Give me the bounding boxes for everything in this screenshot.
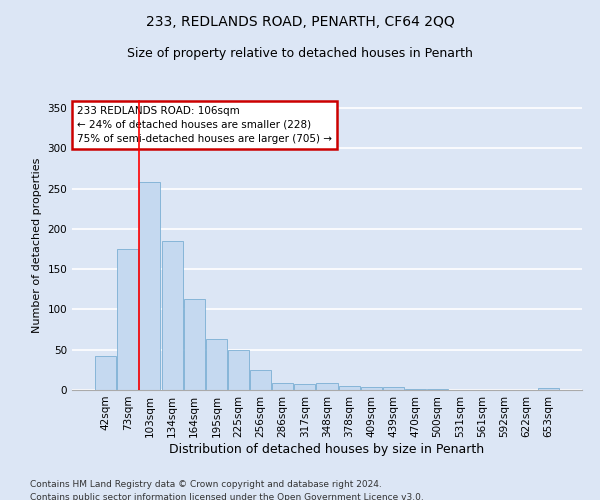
Bar	[139, 182, 160, 390]
Text: Contains HM Land Registry data © Crown copyright and database right 2024.: Contains HM Land Registry data © Crown c…	[30, 480, 382, 489]
Bar	[118, 249, 139, 390]
Bar	[361, 387, 382, 390]
Bar	[206, 339, 227, 390]
Text: 233, REDLANDS ROAD, PENARTH, CF64 2QQ: 233, REDLANDS ROAD, PENARTH, CF64 2QQ	[146, 15, 454, 29]
Text: 233 REDLANDS ROAD: 106sqm
← 24% of detached houses are smaller (228)
75% of semi: 233 REDLANDS ROAD: 106sqm ← 24% of detac…	[77, 106, 332, 144]
Bar	[383, 387, 404, 390]
Bar	[228, 350, 249, 390]
Bar	[538, 388, 559, 390]
Bar	[250, 370, 271, 390]
Bar	[295, 384, 316, 390]
Bar	[272, 383, 293, 390]
Bar	[161, 241, 182, 390]
Bar	[338, 386, 359, 390]
Text: Contains public sector information licensed under the Open Government Licence v3: Contains public sector information licen…	[30, 492, 424, 500]
Bar	[427, 389, 448, 390]
Bar	[95, 356, 116, 390]
Text: Distribution of detached houses by size in Penarth: Distribution of detached houses by size …	[169, 442, 485, 456]
Bar	[405, 389, 426, 390]
Y-axis label: Number of detached properties: Number of detached properties	[32, 158, 42, 332]
Bar	[184, 299, 205, 390]
Text: Size of property relative to detached houses in Penarth: Size of property relative to detached ho…	[127, 48, 473, 60]
Bar	[316, 383, 338, 390]
